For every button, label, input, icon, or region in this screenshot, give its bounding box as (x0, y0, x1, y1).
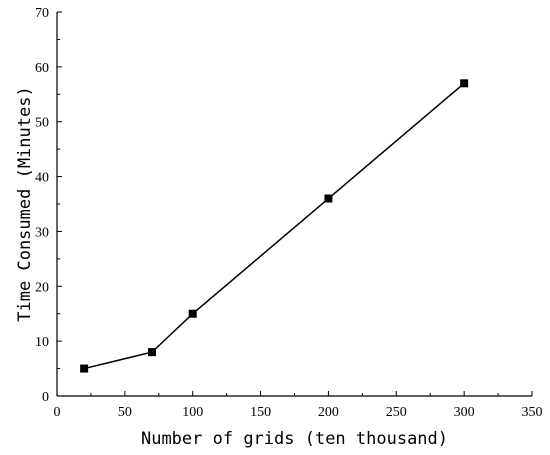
y-tick-label: 50 (35, 116, 49, 131)
x-axis: 0 50 100 150 200 250 300 350 (54, 391, 543, 420)
x-axis-title: Number of grids (ten thousand) (141, 429, 448, 449)
y-tick-label: 60 (35, 61, 49, 76)
x-tick-label: 250 (386, 405, 407, 420)
series-line (83, 82, 465, 370)
y-tick-label: 0 (42, 390, 49, 405)
data-point-marker (188, 309, 197, 318)
y-axis-title: Time Consumed (Minutes) (15, 86, 35, 321)
x-tick-label: 0 (54, 405, 61, 420)
data-series (80, 79, 469, 373)
y-tick-label: 20 (35, 280, 49, 295)
data-point-marker (80, 364, 89, 373)
y-tick-label: 70 (35, 6, 49, 21)
x-tick-label: 100 (182, 405, 203, 420)
y-tick-label: 10 (35, 335, 49, 350)
x-tick-label: 50 (118, 405, 132, 420)
x-tick-label: 300 (454, 405, 475, 420)
x-tick-label: 200 (318, 405, 339, 420)
x-tick-label: 350 (522, 405, 543, 420)
y-tick-label: 40 (35, 171, 49, 186)
data-point-marker (460, 79, 469, 88)
x-tick-label: 150 (250, 405, 271, 420)
data-point-marker (148, 348, 156, 357)
y-tick-label: 30 (35, 225, 49, 240)
y-axis: 0 10 20 30 40 50 60 70 (35, 6, 62, 405)
data-point-marker (324, 194, 333, 203)
